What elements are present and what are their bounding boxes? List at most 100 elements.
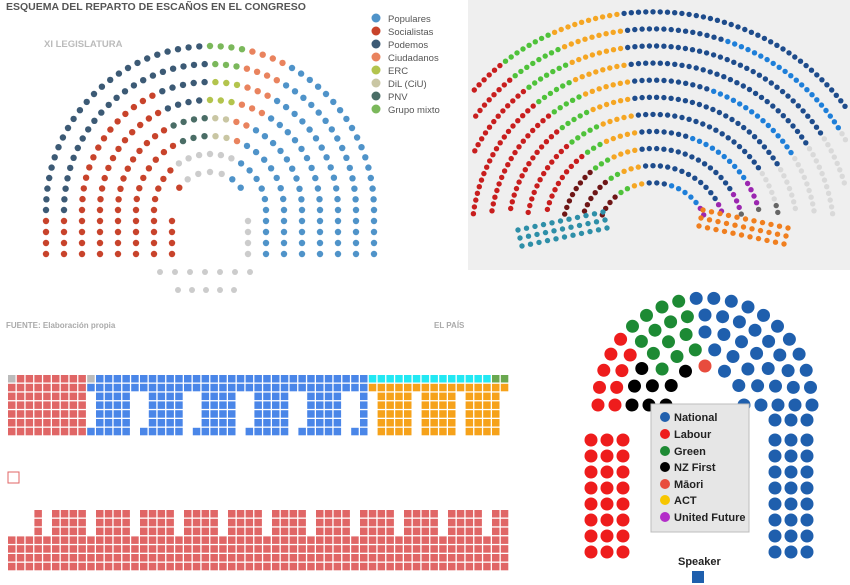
seat (646, 180, 652, 186)
seat (481, 102, 488, 108)
seat (151, 195, 159, 203)
seat (244, 250, 252, 258)
seat (771, 196, 777, 202)
seat (145, 115, 153, 122)
seat (74, 144, 82, 152)
grid-seat (16, 383, 25, 392)
seat (755, 32, 761, 38)
seat (774, 84, 780, 90)
seat (803, 62, 809, 69)
seat (249, 48, 256, 55)
grid-seat (210, 554, 218, 562)
seat (725, 212, 732, 219)
grid-seat (500, 545, 509, 553)
grid-seat (333, 536, 342, 544)
nz-seat (616, 449, 630, 463)
grid-seat (324, 383, 333, 392)
grid-seat (421, 410, 430, 418)
nz-seat (805, 398, 819, 412)
grid-seat (474, 427, 482, 436)
grid-seat (324, 419, 333, 427)
seat (64, 175, 71, 182)
seat (526, 161, 532, 167)
grid-seat (52, 518, 60, 527)
seat (83, 98, 90, 106)
seat (114, 217, 122, 225)
seat (819, 170, 825, 177)
grid-seat (8, 383, 16, 392)
seat (643, 111, 649, 118)
grid-seat (368, 536, 377, 544)
seat (696, 101, 703, 108)
nz-seat (741, 300, 755, 314)
seat (559, 124, 565, 131)
nz-seat (662, 335, 675, 349)
seat (330, 174, 338, 181)
seat (810, 201, 816, 207)
grid-seat (368, 518, 377, 527)
seat (534, 149, 540, 155)
seat (78, 217, 86, 225)
nz-seat (768, 513, 782, 527)
seat (603, 138, 610, 144)
seat (721, 19, 728, 25)
grid-seat (386, 562, 394, 571)
seat (683, 80, 689, 87)
seat (653, 43, 660, 49)
seat (587, 169, 593, 176)
seat (693, 12, 699, 19)
seat (113, 94, 120, 102)
grid-seat (307, 392, 315, 401)
grid-seat (492, 383, 500, 392)
seat (718, 174, 724, 181)
seat (520, 46, 526, 52)
seat (474, 190, 481, 196)
seat (632, 44, 638, 50)
grid-seat (245, 510, 254, 518)
seat (562, 62, 569, 68)
seat (98, 83, 106, 90)
seat (792, 54, 798, 60)
seat (164, 48, 171, 55)
grid-seat (412, 545, 421, 553)
seat (819, 77, 825, 83)
grid-seat (307, 410, 315, 418)
grid-seat (219, 401, 227, 409)
grid-seat (236, 510, 245, 518)
seat (530, 103, 536, 109)
grid-seat (122, 410, 130, 418)
seat (675, 27, 682, 33)
seat (827, 113, 833, 119)
grid-seat (25, 536, 34, 544)
grid-seat (430, 410, 438, 418)
seat (721, 228, 728, 235)
seat (536, 98, 542, 105)
seat (316, 228, 324, 236)
seat (635, 60, 642, 67)
nz-seat (616, 433, 630, 447)
grid-seat (219, 427, 227, 436)
seat (541, 170, 547, 177)
seat (593, 219, 600, 225)
seat (756, 72, 763, 78)
grid-seat (421, 562, 430, 571)
grid-seat (52, 383, 60, 392)
grid-seat (316, 536, 324, 544)
seat (318, 144, 325, 151)
grid-empty-seat (7, 471, 20, 484)
seat (515, 227, 521, 233)
nz-seat (584, 497, 598, 511)
seat (70, 115, 77, 123)
grid-seat (404, 383, 412, 392)
seat (780, 46, 786, 52)
grid-seat (360, 562, 368, 571)
seat (775, 108, 781, 114)
seat (703, 104, 709, 110)
seat (768, 80, 774, 86)
grid-seat (113, 536, 122, 544)
grid-seat (166, 554, 174, 562)
grid-seat (210, 392, 218, 401)
grid-seat (60, 401, 69, 409)
grid-seat (210, 427, 218, 436)
nz-seat (584, 465, 598, 479)
